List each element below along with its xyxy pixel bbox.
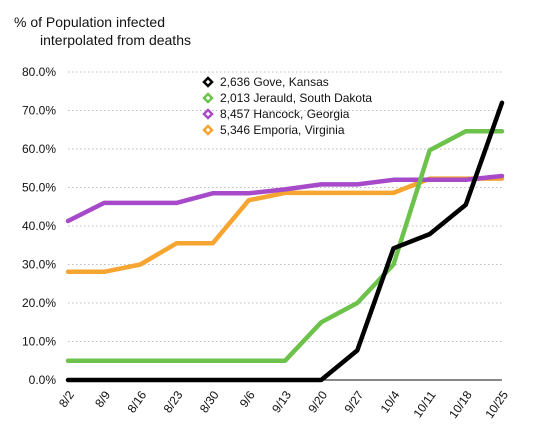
x-tick-label: 10/4 [378,388,403,415]
legend-marker [202,124,214,136]
x-tick-label: 9/13 [269,388,294,415]
chart-title: % of Population infected interpolated fr… [14,13,191,49]
series-line [65,129,505,364]
x-tick-label: 8/2 [56,388,77,410]
y-tick-label: 40.0% [22,219,56,233]
legend-label: 2,636 Gove, Kansas [220,75,329,89]
y-tick-label: 30.0% [22,258,56,272]
y-tick-label: 50.0% [22,181,56,195]
series-line [65,173,505,224]
series-line [65,176,505,275]
x-tick-label: 8/16 [124,388,149,415]
legend-label: 5,346 Emporia, Virginia [220,123,345,137]
x-tick-label: 9/20 [305,388,330,415]
x-tick-label: 8/30 [197,388,222,415]
y-tick-label: 60.0% [22,142,56,156]
x-tick-label: 8/9 [92,388,113,410]
legend-marker [202,76,214,88]
chart-title-line2: interpolated from deaths [40,32,191,48]
legend-marker [202,92,214,104]
x-tick-label: 9/6 [237,388,258,410]
series-line [65,100,505,383]
x-tick-label: 10/11 [410,388,438,420]
y-tick-label: 80.0% [22,65,56,79]
y-tick-label: 70.0% [22,104,56,118]
x-tick-label: 10/18 [446,388,475,421]
y-tick-label: 0.0% [29,373,57,387]
legend-label: 2,013 Jerauld, South Dakota [220,91,372,105]
chart-title-line1: % of Population infected [14,14,165,30]
x-tick-label: 9/27 [341,388,366,415]
y-tick-label: 10.0% [22,335,56,349]
x-tick-label: 10/25 [482,388,511,421]
legend-label: 8,457 Hancock, Georgia [220,107,350,121]
x-tick-label: 8/23 [161,388,186,415]
y-tick-label: 20.0% [22,296,56,310]
legend-marker [202,108,214,120]
